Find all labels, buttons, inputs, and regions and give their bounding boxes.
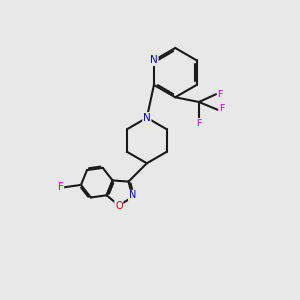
Text: F: F (219, 104, 224, 113)
Text: N: N (150, 55, 158, 65)
Text: F: F (58, 182, 63, 192)
Text: O: O (115, 200, 123, 211)
Text: F: F (218, 90, 223, 99)
Text: F: F (196, 119, 202, 128)
Text: N: N (143, 113, 151, 123)
Text: N: N (129, 190, 136, 200)
